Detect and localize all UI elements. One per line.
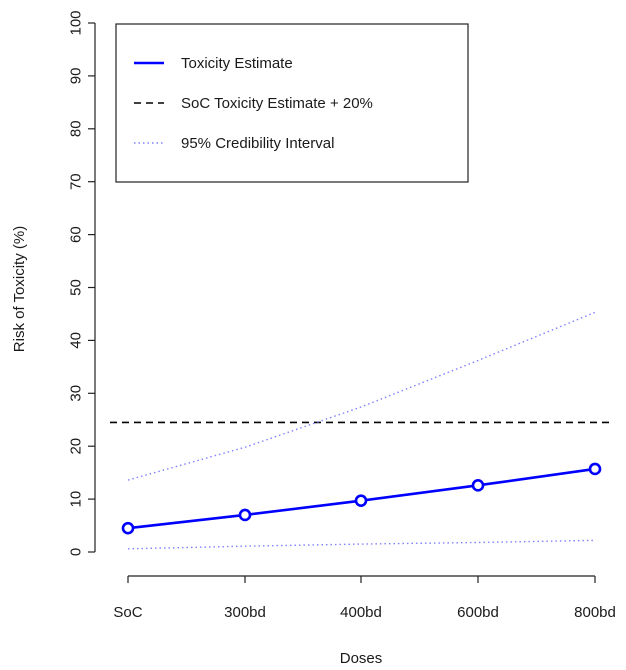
x-axis-label: Doses (340, 650, 383, 667)
y-axis-label: Risk of Toxicity (%) (11, 226, 28, 352)
legend: Toxicity Estimate SoC Toxicity Estimate +… (115, 23, 469, 183)
series-line-ci-lower (127, 539, 596, 550)
data-point (354, 494, 368, 507)
y-tick-label: 80 (67, 120, 84, 137)
axes: 0 10 20 30 40 50 60 70 80 90 100 SoC 300bd 400bd 600bd… (67, 10, 616, 621)
legend-label: SoC Toxicity Estimate + 20% (181, 95, 373, 112)
x-tick-label: SoC (113, 604, 142, 621)
series-layer (110, 311, 612, 550)
legend-box (115, 23, 469, 183)
data-point (588, 462, 602, 476)
data-point (471, 479, 485, 492)
data-point (121, 521, 135, 535)
y-tick-label: 100 (67, 10, 84, 35)
series-line-ci-upper (127, 311, 596, 481)
y-tick-label: 20 (67, 438, 84, 455)
y-tick-label: 0 (67, 548, 84, 556)
y-tick-label: 10 (67, 491, 84, 508)
y-tick-label: 60 (67, 226, 84, 243)
y-tick-label: 50 (67, 279, 84, 296)
y-tick-label: 70 (67, 173, 84, 190)
data-point (238, 508, 252, 522)
y-tick-label: 40 (67, 332, 84, 349)
y-tick-label: 90 (67, 68, 84, 85)
x-tick-label: 600bd (457, 604, 499, 621)
x-tick-label: 300bd (224, 604, 266, 621)
x-tick-label: 800bd (574, 604, 616, 621)
y-tick-label: 30 (67, 385, 84, 402)
x-tick-label: 400bd (340, 604, 382, 621)
legend-label: Toxicity Estimate (181, 55, 293, 72)
legend-label: 95% Credibility Interval (181, 135, 334, 152)
